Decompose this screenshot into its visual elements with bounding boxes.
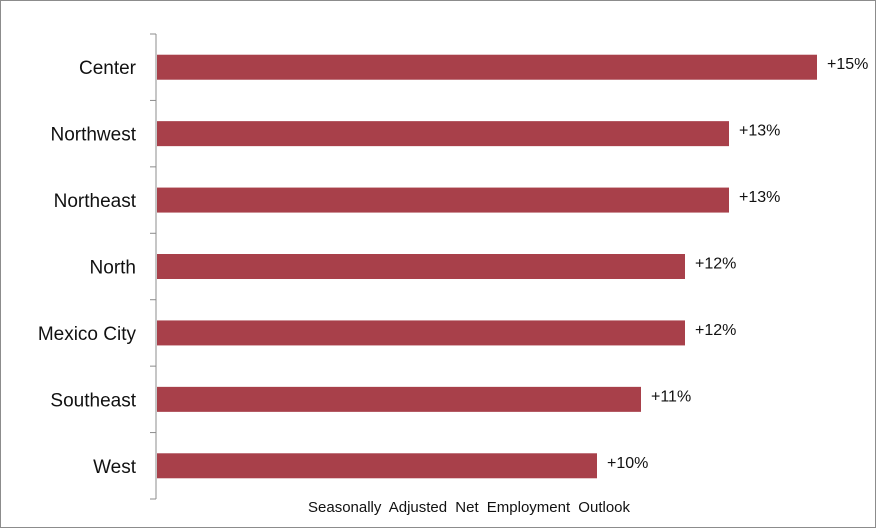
bar-layer [157,54,817,479]
label-layer: Center +15% Northwest +13% Northeast +13% Nort… [38,56,869,478]
category-label: Center [79,58,137,79]
data-label: +13% [739,123,780,140]
data-label: +11% [651,388,691,405]
data-label: +12% [695,256,736,273]
data-label: +13% [739,189,780,206]
category-label: Northwest [50,125,136,146]
bar-mexico-city [157,320,685,346]
category-label: Northeast [54,191,137,212]
data-label: +12% [695,322,736,339]
category-label: North [90,258,136,279]
axis-layer [150,33,157,500]
category-label: West [93,457,137,478]
x-axis-title: Seasonally Adjusted Net Employment Outlo… [308,499,630,516]
data-label: +10% [607,455,648,472]
bar-southeast [157,386,641,412]
bar-north [157,254,685,279]
category-label: Southeast [50,390,136,411]
bar-northwest [157,121,729,147]
bar-northeast [157,187,729,213]
bar-center [157,54,817,80]
data-label: +15% [827,56,868,73]
category-label: Mexico City [38,324,137,345]
bar-west [157,453,597,479]
